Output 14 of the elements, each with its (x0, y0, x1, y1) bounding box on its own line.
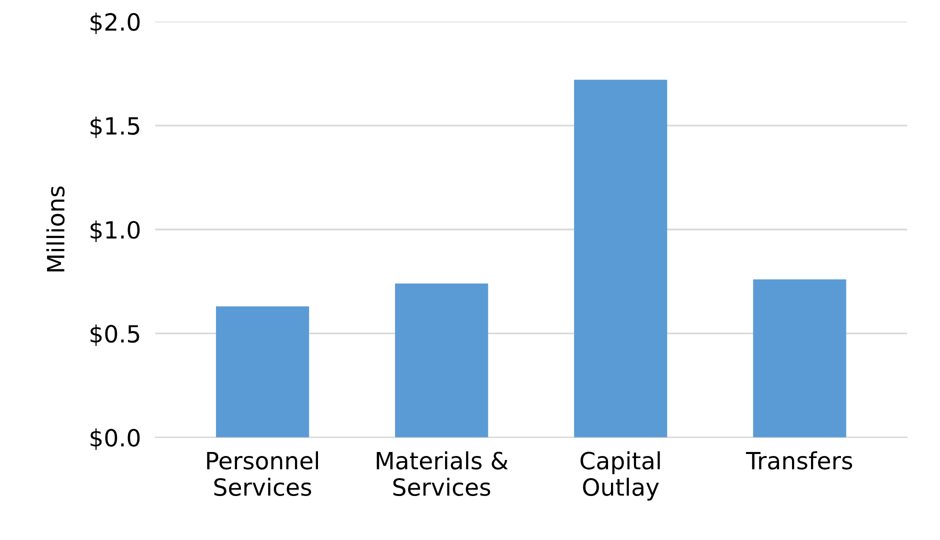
y-tick-label: $1.5 (90, 116, 140, 138)
y-axis-title: Millions (46, 186, 65, 272)
bar (395, 284, 488, 438)
y-tick-label: $1.0 (90, 220, 140, 242)
bar (216, 306, 310, 438)
x-tick-label: Materials & Services (376, 451, 508, 496)
y-tick-label: $0.0 (90, 428, 140, 450)
x-tick-label: Transfers (746, 451, 852, 470)
bar (574, 80, 668, 438)
y-tick-label: $2.0 (90, 12, 140, 34)
bar (753, 279, 846, 438)
x-tick-label: Capital Outlay (580, 451, 660, 501)
x-tick-label: Personnel Services (207, 451, 318, 496)
y-tick-label: $0.5 (90, 324, 140, 346)
